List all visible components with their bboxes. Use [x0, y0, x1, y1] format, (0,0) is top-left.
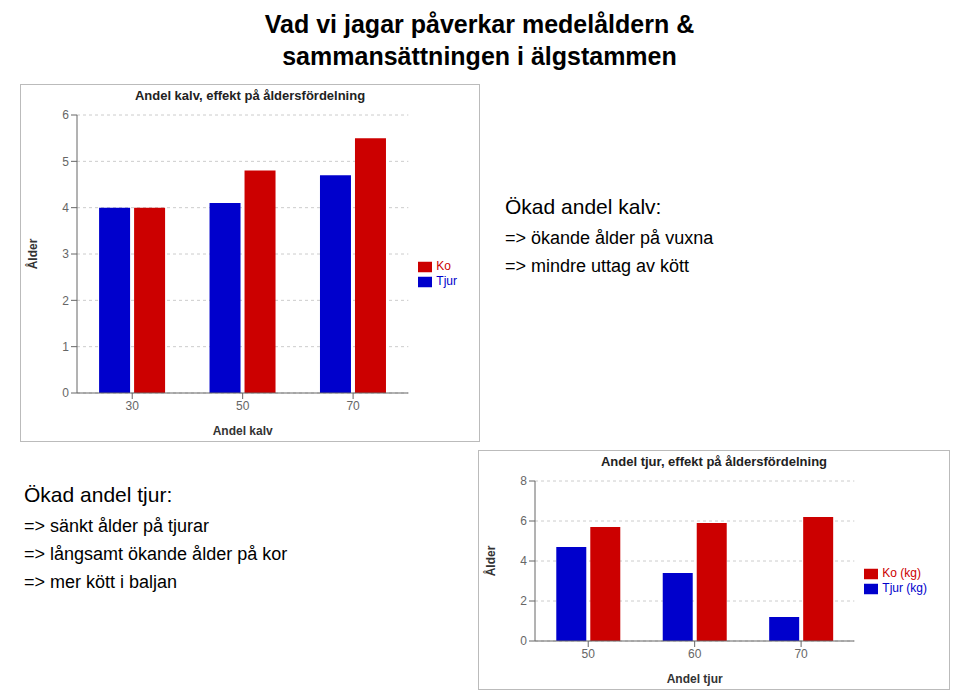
html-text:Vad vi jagar påverkar medelåld: Vad vi jagar påverkar medelåldern & samm…	[264, 10, 695, 70]
html-text:Ökad andel kalv:: Ökad andel kalv:	[505, 195, 662, 218]
svg-text:30: 30	[126, 399, 140, 413]
svg-text:1: 1	[62, 340, 69, 354]
svg-text:Ålder: Ålder	[483, 545, 498, 576]
svg-text:70: 70	[794, 647, 808, 661]
html-text:=> mer kött i baljan: => mer kött i baljan	[24, 572, 178, 592]
svg-text:Andel tjur: Andel tjur	[667, 672, 723, 686]
html-text:=> ökande ålder på vuxna: => ökande ålder på vuxna	[505, 228, 714, 248]
svg-text:6: 6	[62, 108, 69, 122]
svg-text:0: 0	[520, 634, 527, 648]
svg-text:50: 50	[582, 647, 596, 661]
html-text:Ko (kg): Ko (kg)	[882, 566, 921, 581]
svg-text:4: 4	[62, 201, 69, 215]
svg-text:60: 60	[688, 647, 702, 661]
html-text:Andel tjur, effekt på åldersfö: Andel tjur, effekt på åldersfördelning	[601, 454, 827, 469]
svg-text:Andel kalv: Andel kalv	[213, 424, 273, 438]
html-text:=> långsamt ökande ålder på ko: => långsamt ökande ålder på kor	[24, 544, 288, 564]
svg-text:2: 2	[62, 294, 69, 308]
svg-text:Ålder: Ålder	[25, 238, 40, 269]
html-text:Ökad andel tjur:: Ökad andel tjur:	[24, 483, 173, 506]
svg-text:5: 5	[62, 155, 69, 169]
svg-text:0: 0	[62, 386, 69, 400]
svg-text:6: 6	[520, 514, 527, 528]
svg-text:8: 8	[520, 474, 527, 488]
svg-text:3: 3	[62, 247, 69, 261]
html-text:Ko: Ko	[436, 259, 451, 274]
svg-text:70: 70	[346, 399, 360, 413]
html-text:Andel kalv, effekt på åldersfö: Andel kalv, effekt på åldersfördelning	[134, 88, 366, 103]
html-text:Tjur: Tjur	[436, 274, 457, 288]
html-text:=> mindre uttag av kött: => mindre uttag av kött	[505, 256, 690, 276]
svg-text:2: 2	[520, 594, 527, 608]
svg-text:4: 4	[520, 554, 527, 568]
html-text:Tjur (kg): Tjur (kg)	[882, 581, 927, 595]
svg-text:50: 50	[236, 399, 250, 413]
html-text:=> sänkt ålder på tjurar: => sänkt ålder på tjurar	[24, 516, 210, 536]
